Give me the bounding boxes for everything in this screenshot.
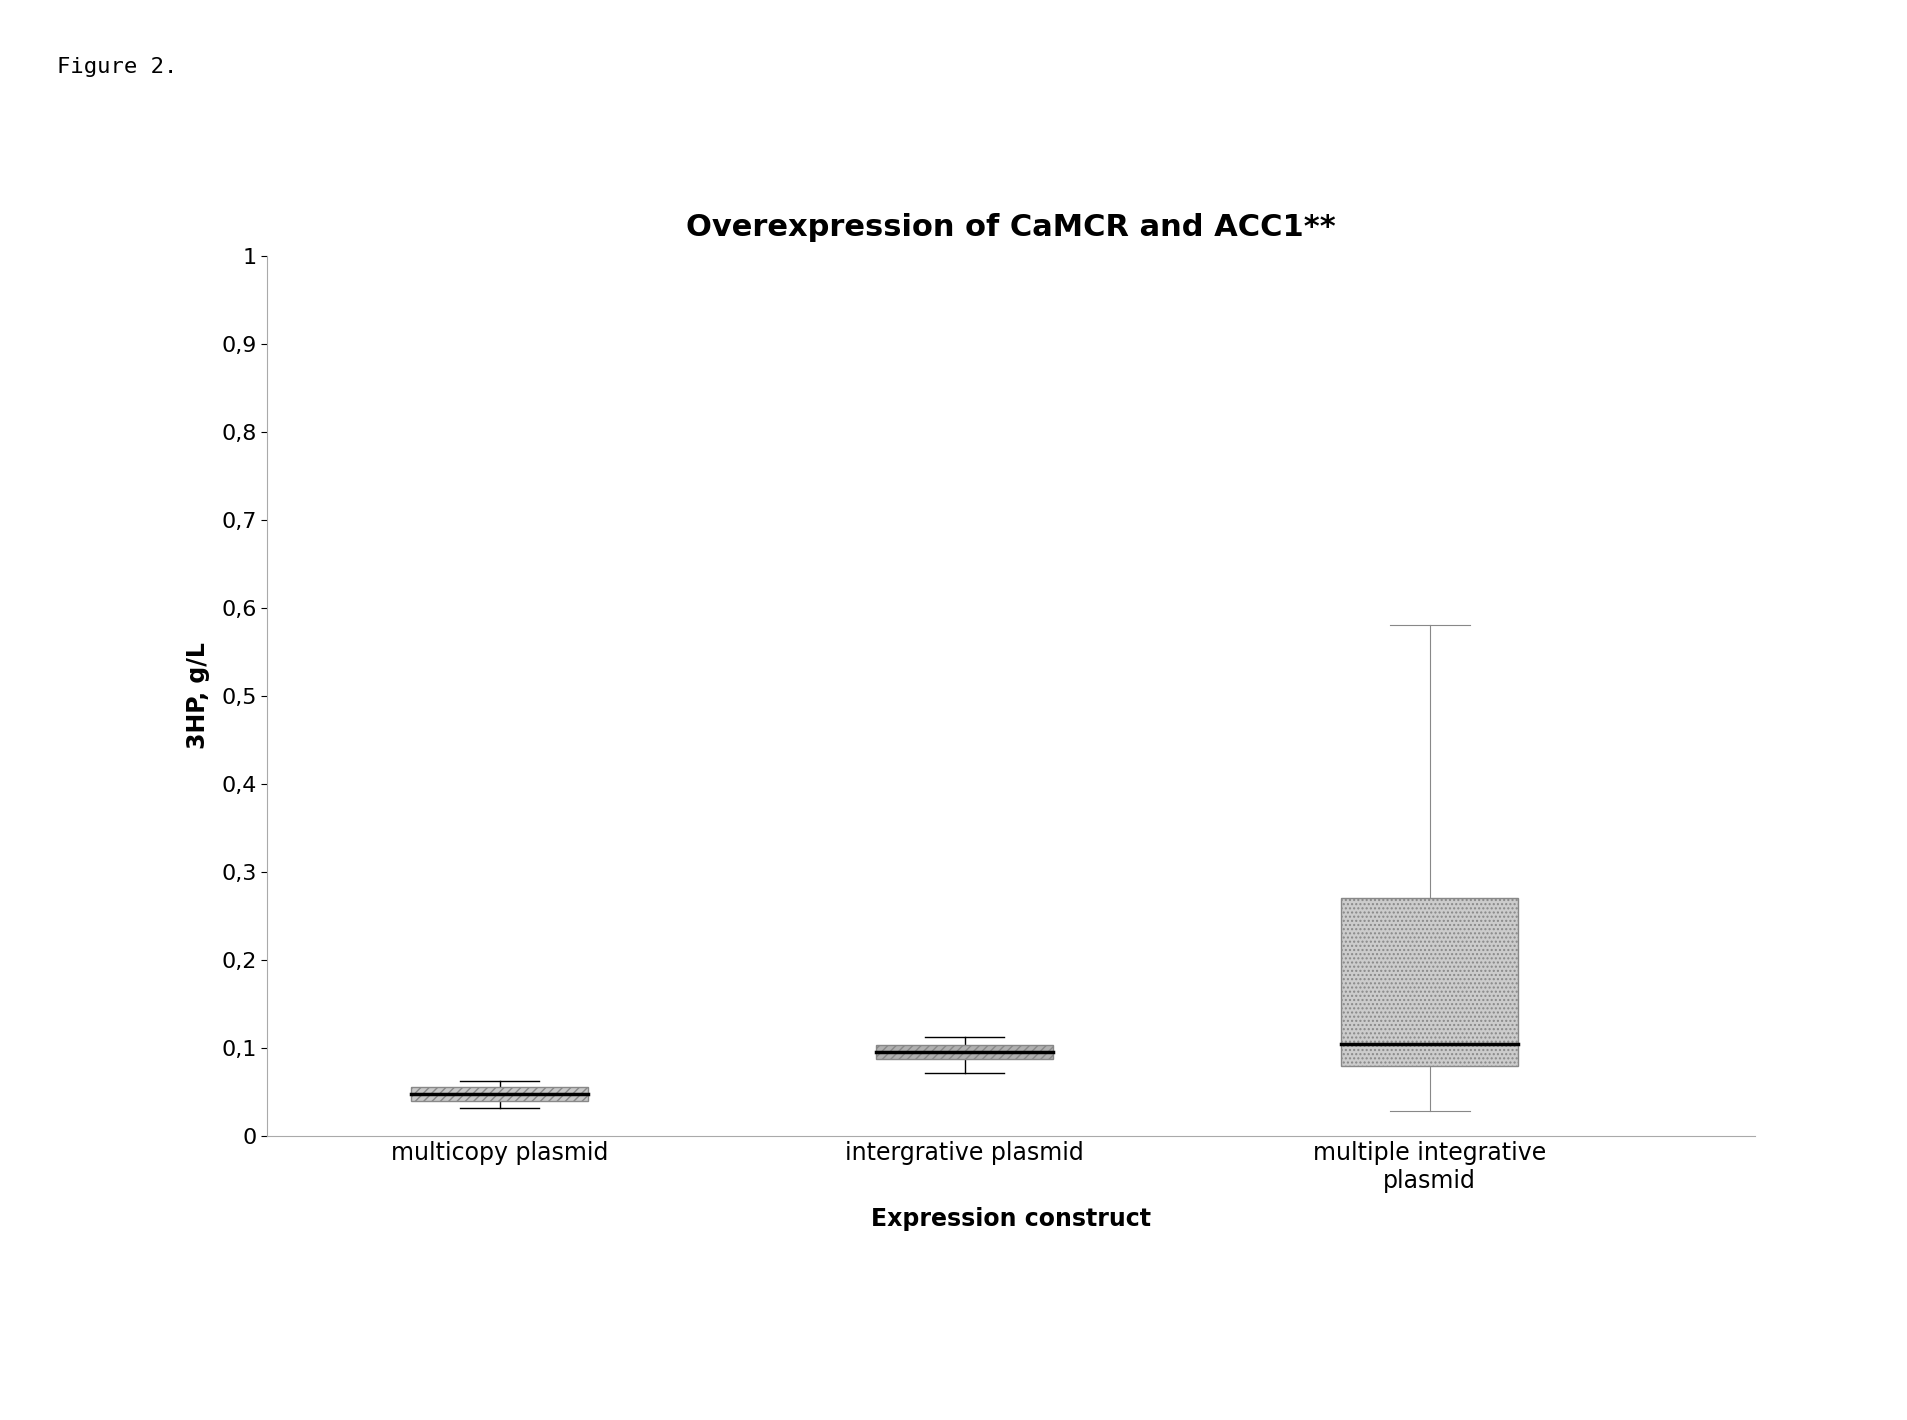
Y-axis label: 3HP, g/L: 3HP, g/L <box>187 642 210 750</box>
Bar <box>412 1086 587 1100</box>
X-axis label: Expression construct: Expression construct <box>871 1207 1150 1231</box>
Text: Figure 2.: Figure 2. <box>57 57 177 77</box>
Bar <box>1341 899 1518 1065</box>
Title: Overexpression of CaMCR and ACC1**: Overexpression of CaMCR and ACC1** <box>687 213 1335 243</box>
Bar <box>875 1045 1053 1059</box>
